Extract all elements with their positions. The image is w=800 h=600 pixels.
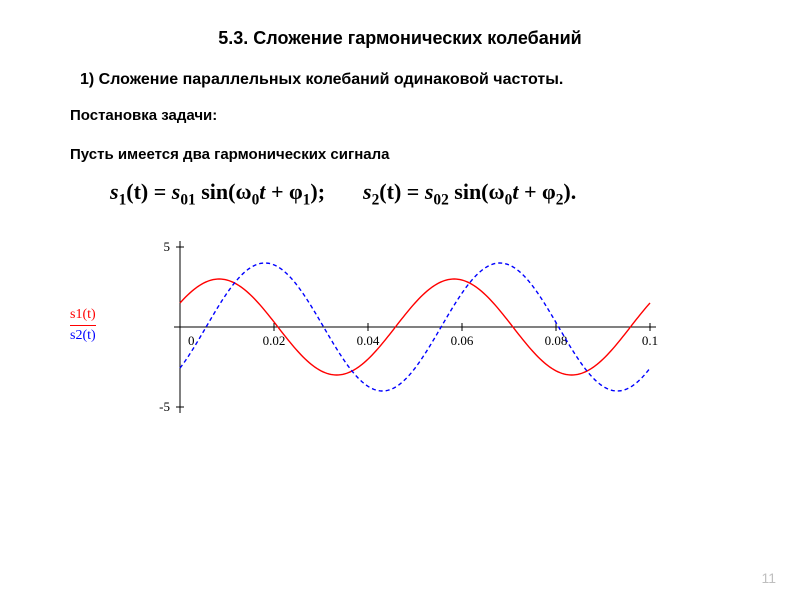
svg-text:0.1: 0.1 (642, 333, 658, 348)
formulas-row: s1(t) = s01 sin(ω0t + φ1); s2(t) = s02 s… (110, 179, 800, 209)
chart-legend: s1(t) s2(t) (70, 307, 96, 344)
formula-s2: s2(t) = s02 sin(ω0t + φ2). (363, 179, 576, 209)
svg-text:5: 5 (164, 239, 171, 254)
subtitle-1: 1) Сложение параллельных колебаний одина… (80, 71, 800, 89)
svg-text:0.06: 0.06 (451, 333, 474, 348)
chart-area: s1(t) s2(t) -5500.020.040.060.080.1 (70, 237, 690, 427)
legend-s1: s1(t) (70, 307, 96, 326)
svg-text:-5: -5 (159, 399, 170, 414)
svg-text:0.04: 0.04 (357, 333, 380, 348)
formula-s1: s1(t) = s01 sin(ω0t + φ1); (110, 179, 325, 209)
page-number: 11 (761, 570, 776, 586)
signals-intro: Пусть имеется два гармонических сигнала (70, 146, 800, 163)
problem-statement-label: Постановка задачи: (70, 107, 800, 124)
svg-text:0.02: 0.02 (263, 333, 286, 348)
signals-chart: -5500.020.040.060.080.1 (120, 237, 660, 417)
section-title: 5.3. Сложение гармонических колебаний (0, 0, 800, 49)
legend-s2: s2(t) (70, 328, 96, 344)
svg-text:0: 0 (188, 333, 195, 348)
